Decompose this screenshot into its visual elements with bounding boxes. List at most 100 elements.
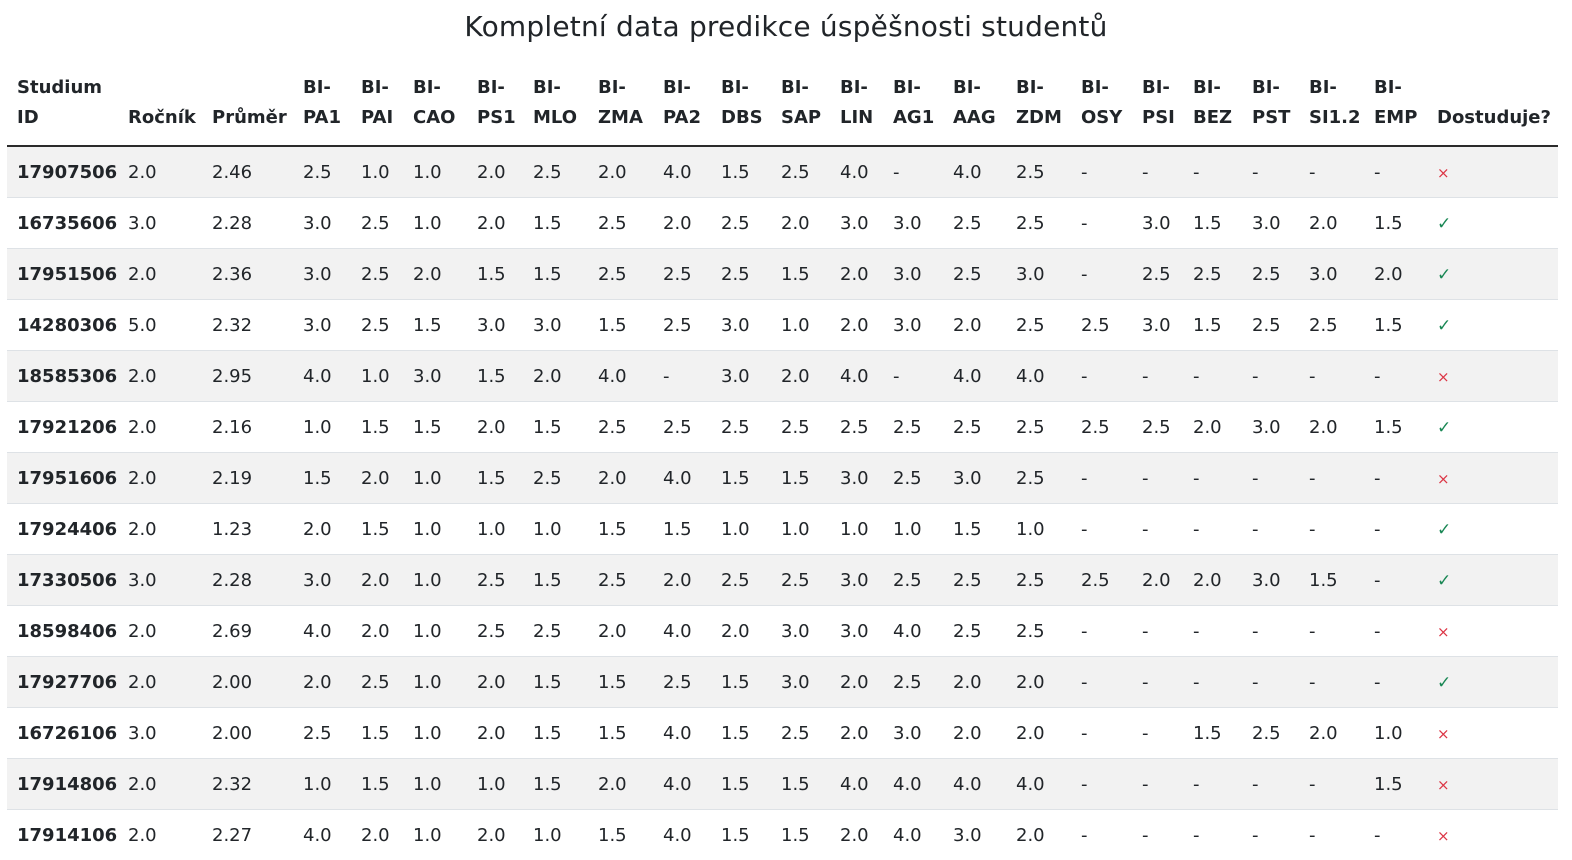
column-header: BI-PST xyxy=(1242,58,1299,146)
status-cell: × xyxy=(1427,606,1558,657)
student-id-cell: 17951506 xyxy=(7,249,118,300)
table-cell: 1.0 xyxy=(467,504,523,555)
column-header-line2: PS1 xyxy=(477,103,523,133)
page-title: Kompletní data predikce úspěšnosti stude… xyxy=(0,8,1572,46)
table-cell: 1.5 xyxy=(1364,759,1427,810)
table-cell: 3.0 xyxy=(1242,555,1299,606)
column-header: BI-ZDM xyxy=(1006,58,1071,146)
table-cell: 1.0 xyxy=(403,555,467,606)
column-header: BI-MLO xyxy=(523,58,588,146)
table-cell: 2.32 xyxy=(202,300,293,351)
table-cell: 3.0 xyxy=(943,453,1006,504)
table-cell: 2.0 xyxy=(771,351,830,402)
table-cell: 1.0 xyxy=(403,146,467,198)
table-cell: 1.5 xyxy=(467,249,523,300)
cross-icon: × xyxy=(1437,623,1450,641)
table-cell: 2.5 xyxy=(653,402,711,453)
table-cell: 2.46 xyxy=(202,146,293,198)
table-cell: 3.0 xyxy=(118,198,202,249)
table-cell: 1.5 xyxy=(351,504,403,555)
student-id-cell: 18585306 xyxy=(7,351,118,402)
table-cell: 1.0 xyxy=(293,402,351,453)
table-cell: 1.5 xyxy=(1299,555,1364,606)
table-cell: 3.0 xyxy=(771,657,830,708)
table-cell: 2.0 xyxy=(1183,402,1242,453)
table-cell: 1.5 xyxy=(523,657,588,708)
cross-icon: × xyxy=(1437,164,1450,182)
table-cell: 3.0 xyxy=(1299,249,1364,300)
table-cell: 3.0 xyxy=(883,708,943,759)
table-cell: 4.0 xyxy=(943,759,1006,810)
table-cell: - xyxy=(1299,453,1364,504)
table-cell: 3.0 xyxy=(883,198,943,249)
table-cell: 4.0 xyxy=(653,810,711,860)
table-cell: 1.0 xyxy=(711,504,771,555)
table-cell: 3.0 xyxy=(830,555,883,606)
table-cell: 2.5 xyxy=(1006,606,1071,657)
table-cell: 1.0 xyxy=(1006,504,1071,555)
table-cell: 4.0 xyxy=(1006,759,1071,810)
table-cell: - xyxy=(1242,351,1299,402)
table-cell: 2.32 xyxy=(202,759,293,810)
table-cell: 2.5 xyxy=(711,249,771,300)
check-icon: ✓ xyxy=(1437,673,1451,693)
column-header-line1: BI- xyxy=(663,73,711,103)
table-cell: 3.0 xyxy=(293,198,351,249)
table-cell: 1.5 xyxy=(711,759,771,810)
table-cell: 1.0 xyxy=(351,351,403,402)
table-cell: 1.0 xyxy=(883,504,943,555)
column-header-line1: BI- xyxy=(598,73,653,103)
table-cell: 1.0 xyxy=(403,708,467,759)
table-cell: - xyxy=(1242,759,1299,810)
column-header: BI-LIN xyxy=(830,58,883,146)
column-header-line1: BI- xyxy=(1081,73,1132,103)
table-cell: 2.5 xyxy=(351,249,403,300)
table-cell: 3.0 xyxy=(711,300,771,351)
column-header-line2: LIN xyxy=(840,103,883,133)
table-cell: 2.0 xyxy=(588,146,653,198)
cross-icon: × xyxy=(1437,368,1450,386)
table-cell: - xyxy=(1299,759,1364,810)
table-cell: 4.0 xyxy=(653,759,711,810)
table-cell: 3.0 xyxy=(403,351,467,402)
column-header-line1: BI- xyxy=(1193,73,1242,103)
table-cell: 2.5 xyxy=(293,708,351,759)
table-cell: 2.0 xyxy=(467,146,523,198)
column-header: BI-EMP xyxy=(1364,58,1427,146)
table-cell: 3.0 xyxy=(943,810,1006,860)
column-header: BI-SAP xyxy=(771,58,830,146)
table-cell: 4.0 xyxy=(293,351,351,402)
table-cell: 2.5 xyxy=(653,249,711,300)
table-cell: - xyxy=(1183,504,1242,555)
column-header-line2: ID xyxy=(17,103,118,133)
table-cell: 2.0 xyxy=(351,555,403,606)
table-cell: 1.5 xyxy=(1364,198,1427,249)
table-cell: 1.0 xyxy=(467,759,523,810)
table-cell: - xyxy=(1071,657,1132,708)
table-cell: 2.5 xyxy=(1242,708,1299,759)
table-cell: 4.0 xyxy=(830,351,883,402)
table-cell: 2.5 xyxy=(943,198,1006,249)
table-cell: 2.5 xyxy=(1006,555,1071,606)
table-cell: - xyxy=(1132,453,1183,504)
table-cell: 3.0 xyxy=(830,606,883,657)
column-header-line1: BI- xyxy=(1142,73,1183,103)
table-cell: - xyxy=(883,146,943,198)
table-cell: 1.0 xyxy=(830,504,883,555)
table-cell: 4.0 xyxy=(830,146,883,198)
table-cell: 3.0 xyxy=(1242,198,1299,249)
column-header: BI-PAI xyxy=(351,58,403,146)
table-cell: 2.5 xyxy=(588,402,653,453)
column-header-line2: PA1 xyxy=(303,103,351,133)
table-cell: 1.5 xyxy=(588,810,653,860)
column-header-line2: PSI xyxy=(1142,103,1183,133)
student-id-cell: 17914806 xyxy=(7,759,118,810)
table-cell: 1.0 xyxy=(1364,708,1427,759)
table-cell: 2.5 xyxy=(467,555,523,606)
table-cell: 2.0 xyxy=(943,708,1006,759)
column-header-line2: CAO xyxy=(413,103,467,133)
table-cell: 2.0 xyxy=(1299,198,1364,249)
table-cell: 1.5 xyxy=(771,810,830,860)
table-cell: 2.0 xyxy=(118,146,202,198)
